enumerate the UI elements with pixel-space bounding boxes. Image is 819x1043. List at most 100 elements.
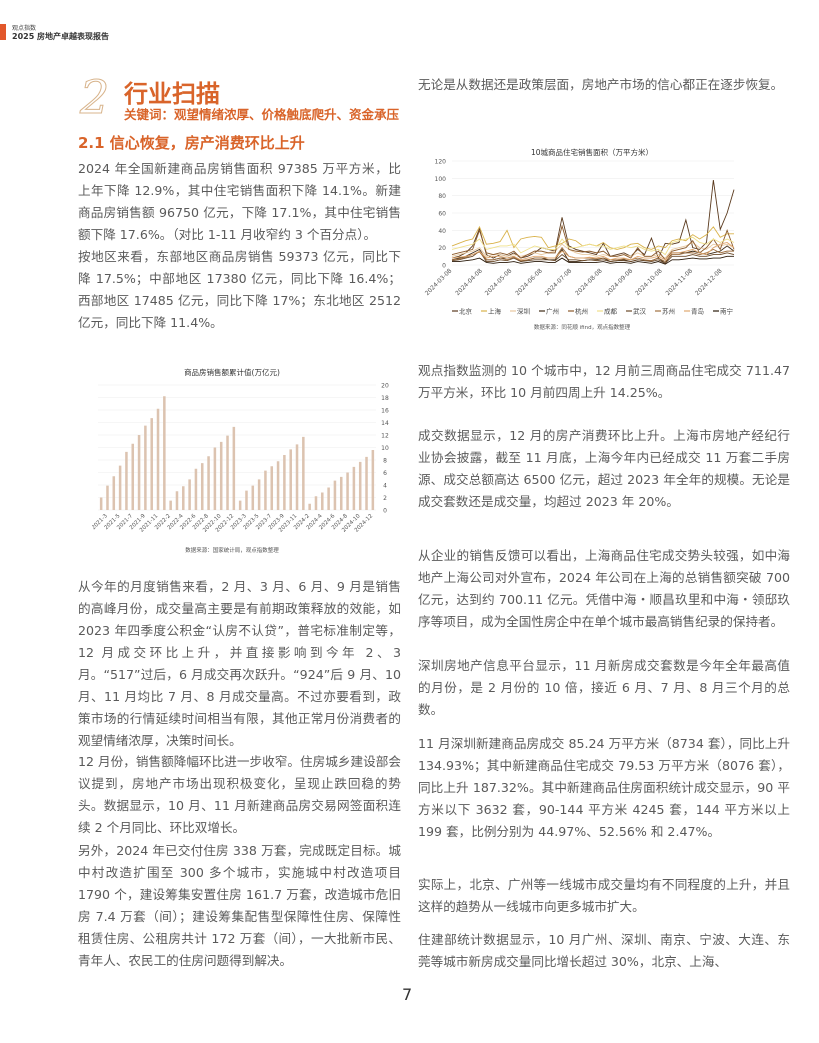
page-number: 7 [402,985,413,1004]
series-line-苏州 [451,246,734,263]
y-tick-label: 12 [381,433,389,440]
bar [238,500,242,510]
bar [182,486,185,510]
bar [131,443,135,510]
bar [333,480,337,510]
paragraph: 成交数据显示，12 月的房产消费环比上升。上海市房地产经纪行业协会披露，截至 1… [418,428,790,509]
y-tick-label: 8 [383,458,387,465]
y-tick-label: 4 [383,483,387,490]
bar [308,503,311,510]
x-tick-label: 2024-05-08 [484,267,514,297]
paragraph: 深圳房地产信息平台显示，11 月新房成交套数是今年全年最高值的月份，是 2 月份… [418,658,790,717]
x-tick-label: 2024-11-08 [665,267,695,297]
legend-label: 武汉 [633,307,647,316]
bar [219,441,223,510]
bar [257,479,261,510]
bar [295,444,299,510]
bar [200,463,204,510]
header-accent-bar [0,24,6,40]
bar [321,492,324,510]
header-report-title: 2025 房地产卓越表现报告 [12,32,110,41]
y-tick-label: 100 [435,176,447,183]
bar [137,435,141,510]
chart-title: 商品房销售额累计值(万亿元) [184,367,280,377]
chart-title: 10城商品住宅销售面积（万平方米） [531,147,653,157]
legend-label: 上海 [488,307,502,316]
line-chart: 10城商品住宅销售面积（万平方米） 0 20 40 60 80 100 120 2024-03-… [424,147,735,331]
y-tick-label: 40 [438,228,446,235]
paragraph: 2024 年全国新建商品房销售面积 97385 万平方米，比上年下降 12.9%… [78,161,401,242]
paragraph: 观点指数监测的 10 个城市中，12 月前三周商品住宅成交 711.47 万平方… [418,363,790,400]
y-tick-label: 16 [381,408,389,415]
section-number: 2 [79,70,110,124]
x-tick-label: 2024-09-08 [605,267,635,297]
bar [144,425,147,510]
x-tick-label: 2024-12-08 [694,267,724,297]
bar [371,450,375,510]
bar [251,485,255,510]
bar [339,476,343,510]
chart-source: 数据来源：国家统计局，观点指数整理 [185,546,279,554]
y-tick-label: 0 [442,263,446,270]
x-tick-label: 2024-08-08 [574,267,604,297]
legend-label: 青岛 [691,307,704,316]
bar [283,455,286,510]
legend-label: 成都 [604,307,618,316]
series-line-南宁 [452,255,734,265]
y-tick-label: 80 [438,193,446,200]
y-tick-label: 20 [381,383,389,390]
y-tick-label: 120 [435,159,447,166]
paragraph: 住建部统计数据显示，10 月广州、深圳、南京、宁波、大连、东莞等城市新房成交量同… [418,932,790,969]
series-line-武汉 [451,250,735,264]
series-line-深圳 [451,241,735,259]
x-tick-label: 2024-03-08 [424,267,454,297]
y-tick-label: 18 [381,395,389,402]
bar [207,456,210,510]
bar [188,479,191,510]
paragraph: 11 月深圳新建商品房成交 85.24 万平方米（8734 套），同比上升 13… [418,736,790,839]
bar-chart: 商品房销售额累计值(万亿元)024681012141618202021-3202… [92,367,389,554]
bar [314,496,318,510]
section-title: 行业扫描 [124,80,220,108]
y-tick-label: 6 [383,470,387,477]
x-tick-label: 2024-10-08 [634,267,664,297]
bar [163,396,166,510]
bar [150,418,153,510]
paragraph: 另外，2024 年已交付住房 338 万套，完成既定目标。城中村改造扩围至 30… [78,843,401,968]
y-tick-label: 10 [381,445,389,452]
x-tick-label: 2024-06-08 [514,267,544,297]
bar [112,476,116,510]
legend-label: 苏州 [662,307,675,316]
bar [327,487,330,510]
bar [270,466,274,510]
bar [365,456,368,510]
bar [156,408,160,510]
y-tick-label: 60 [438,211,446,218]
legend-label: 深圳 [517,307,530,316]
bar [245,490,248,510]
bar [289,449,292,510]
legend-label: 南宁 [720,307,734,316]
bar [352,466,356,510]
bar [175,491,179,510]
series-line-青岛 [451,241,735,261]
legend-label: 杭州 [575,307,588,316]
y-tick-label: 20 [438,245,446,252]
x-tick-label: 2024-04-08 [454,267,484,297]
bar [213,447,217,510]
section-keywords: 关键词：观望情绪浓厚、价格触底爬升、资金承压 [124,107,400,122]
bar [264,470,267,510]
series-line-杭州 [451,224,735,261]
bar [194,468,198,510]
legend-label: 广州 [546,307,559,316]
legend-label: 北京 [459,307,473,316]
bar [99,497,103,510]
series-line-北京 [451,180,735,260]
bar [232,426,236,510]
chart-source: 数据来源：同花顺 ifind，观点指数整理 [534,323,631,331]
series-line-成都 [451,236,735,256]
bar [358,461,362,510]
paragraph: 从企业的销售反馈可以看出，上海商品住宅成交势头较强，如中海地产上海公司对外宣布，… [418,548,790,629]
bar [226,435,229,510]
